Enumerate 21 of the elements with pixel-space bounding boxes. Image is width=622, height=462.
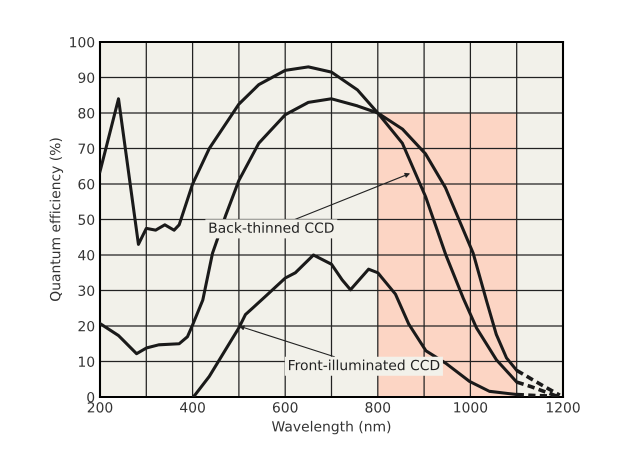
x-tick-label: 600 xyxy=(272,402,298,413)
x-axis-title: Wavelength (nm) xyxy=(272,420,390,434)
y-tick-label: 0 xyxy=(87,392,94,402)
y-tick-label: 10 xyxy=(78,356,94,367)
x-tick-label: 400 xyxy=(180,402,205,413)
y-tick-label: 30 xyxy=(78,285,94,296)
y-axis-title: Quantum efficiency (%) xyxy=(50,138,64,302)
x-tick-label: 1200 xyxy=(546,402,580,413)
x-tick-label: 1000 xyxy=(454,402,488,413)
annotation: Front-illuminated CCD xyxy=(289,360,440,370)
y-tick-label: 20 xyxy=(78,320,94,332)
y-tick-label: 40 xyxy=(78,250,94,260)
x-tick-label: 200 xyxy=(88,402,112,413)
x-tick-label: 800 xyxy=(365,402,390,413)
annotation: Back-thinned CCD xyxy=(210,222,334,233)
y-tick-label: 50 xyxy=(78,214,94,225)
y-tick-label: 70 xyxy=(78,143,94,154)
y-tick-label: 100 xyxy=(70,36,94,48)
y-tick-label: 90 xyxy=(78,72,94,83)
y-tick-label: 60 xyxy=(78,178,94,190)
y-tick-label: 80 xyxy=(78,108,94,118)
